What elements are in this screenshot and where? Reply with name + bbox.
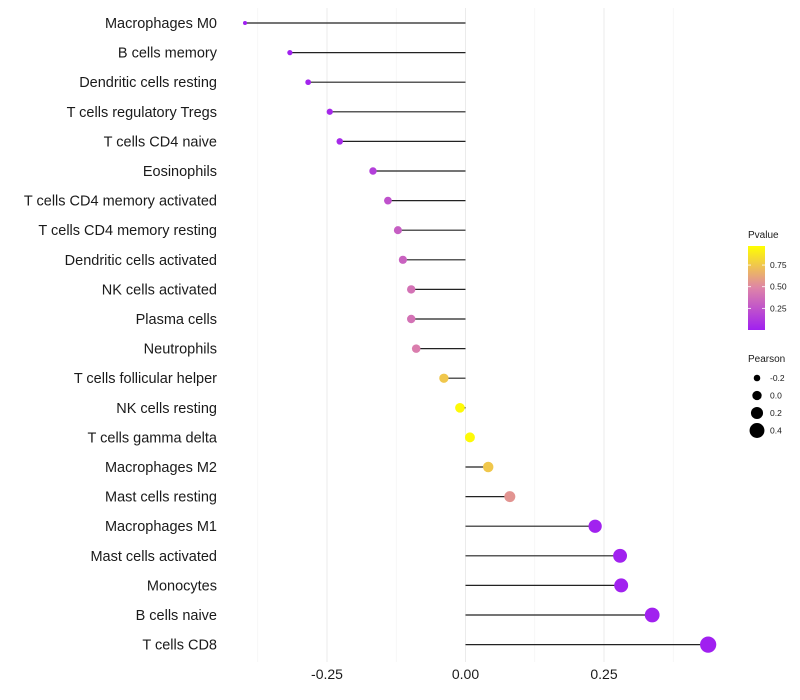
lollipop-point	[439, 373, 449, 383]
size-key-label: 0.4	[770, 426, 782, 436]
y-tick-label: B cells memory	[118, 46, 218, 62]
colorbar-tick-label: 0.25	[770, 303, 787, 313]
lollipop-point	[384, 196, 392, 205]
pvalue-legend: Pvalue 0.25 0.50 0.75	[748, 230, 787, 330]
y-tick-label: B cells naive	[136, 608, 217, 624]
lollipop-point	[644, 607, 660, 623]
y-tick-label: Dendritic cells activated	[65, 253, 217, 269]
size-key-point	[752, 390, 762, 401]
pearson-legend: Pearson -0.2 0.0 0.2 0.4	[748, 354, 785, 438]
x-tick-label: 0.25	[590, 666, 617, 682]
y-tick-label: Dendritic cells resting	[79, 75, 217, 91]
lollipop-point	[464, 432, 475, 443]
lollipop-point	[411, 344, 421, 353]
y-tick-label: T cells CD4 naive	[104, 134, 217, 150]
size-key-label: 0.0	[770, 391, 782, 401]
lollipop-point	[407, 314, 416, 324]
lollipop-point	[326, 108, 333, 115]
colorbar-tick-label: 0.75	[770, 260, 787, 270]
pearson-legend-title: Pearson	[748, 354, 785, 365]
lollipop-point	[393, 226, 402, 235]
size-key-point	[753, 374, 761, 382]
x-tick-label: 0.00	[452, 666, 479, 682]
y-tick-label: NK cells activated	[102, 282, 217, 298]
gridlines	[257, 8, 674, 662]
y-tick-label: NK cells resting	[116, 401, 217, 417]
lollipop-stems	[245, 22, 709, 646]
y-tick-label: T cells gamma delta	[88, 430, 218, 446]
x-tick-label: -0.25	[311, 666, 343, 682]
y-tick-label: Mast cells activated	[90, 549, 217, 565]
pvalue-legend-title: Pvalue	[748, 230, 779, 241]
y-axis-labels: Macrophages M0 B cells memory Dendritic ce…	[24, 16, 218, 654]
lollipop-point	[287, 49, 293, 56]
lollipop-point	[614, 578, 629, 593]
size-key-label: 0.2	[770, 408, 782, 418]
lollipop-point	[588, 519, 602, 533]
y-tick-label: T cells CD8	[142, 638, 217, 654]
lollipop-point	[504, 491, 516, 503]
y-tick-label: Eosinophils	[143, 164, 217, 180]
lollipop-point	[242, 20, 248, 26]
colorbar-tick-label: 0.50	[770, 282, 787, 292]
lollipop-point	[613, 548, 628, 563]
y-tick-label: T cells CD4 memory resting	[38, 223, 217, 239]
lollipop-point	[407, 285, 416, 294]
size-key-point	[750, 406, 764, 420]
y-tick-label: Macrophages M2	[105, 460, 217, 476]
y-tick-label: Mast cells resting	[105, 490, 217, 506]
lollipop-point	[700, 636, 717, 653]
y-tick-label: Macrophages M1	[105, 519, 217, 535]
lollipop-point	[398, 255, 407, 264]
lollipop-points	[242, 20, 717, 653]
size-key-point	[749, 423, 765, 438]
y-tick-label: Neutrophils	[144, 342, 217, 358]
y-tick-label: T cells regulatory Tregs	[67, 105, 217, 121]
lollipop-point	[336, 138, 344, 145]
size-key-label: -0.2	[770, 373, 785, 383]
lollipop-point	[482, 461, 494, 473]
pvalue-colorbar	[748, 246, 765, 330]
x-axis-tick-labels: -0.25 0.00 0.25	[311, 666, 618, 682]
y-tick-label: Plasma cells	[136, 312, 217, 328]
y-tick-label: T cells follicular helper	[74, 371, 217, 387]
lollipop-point	[455, 402, 465, 413]
lollipop-point	[369, 167, 377, 175]
y-tick-label: Monocytes	[147, 578, 217, 594]
lollipop-point	[305, 79, 312, 86]
y-tick-label: T cells CD4 memory activated	[24, 194, 217, 210]
y-tick-label: Macrophages M0	[105, 16, 217, 32]
